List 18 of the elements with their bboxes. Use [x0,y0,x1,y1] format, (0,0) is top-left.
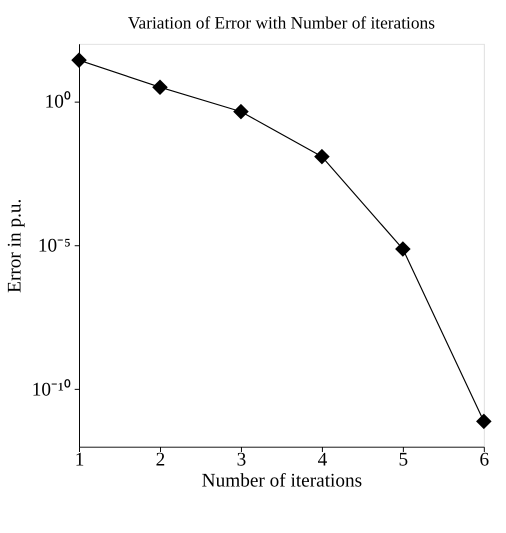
x-axis-title: Number of iterations [202,470,362,492]
y-tick-label: 10⁰ [44,90,71,113]
x-tick-label: 4 [318,449,328,470]
point [314,148,330,164]
point [152,79,168,95]
x-tick-label: 1 [74,449,84,470]
y-tick-label: 10⁻⁵ [38,236,71,257]
y-axis-title: Error in p.u. [4,198,26,293]
y-tick-label: 10⁻¹⁰ [32,378,71,400]
point [395,241,411,257]
x-tick-label: 2 [156,449,166,470]
x-tick-label: 3 [236,449,246,470]
chart-title: Variation of Error with Number of iterations [128,13,436,32]
point [71,52,87,68]
x-tick-label: 5 [398,449,408,470]
point [233,104,249,120]
x-tick-label: 6 [479,449,490,470]
point [476,414,492,430]
